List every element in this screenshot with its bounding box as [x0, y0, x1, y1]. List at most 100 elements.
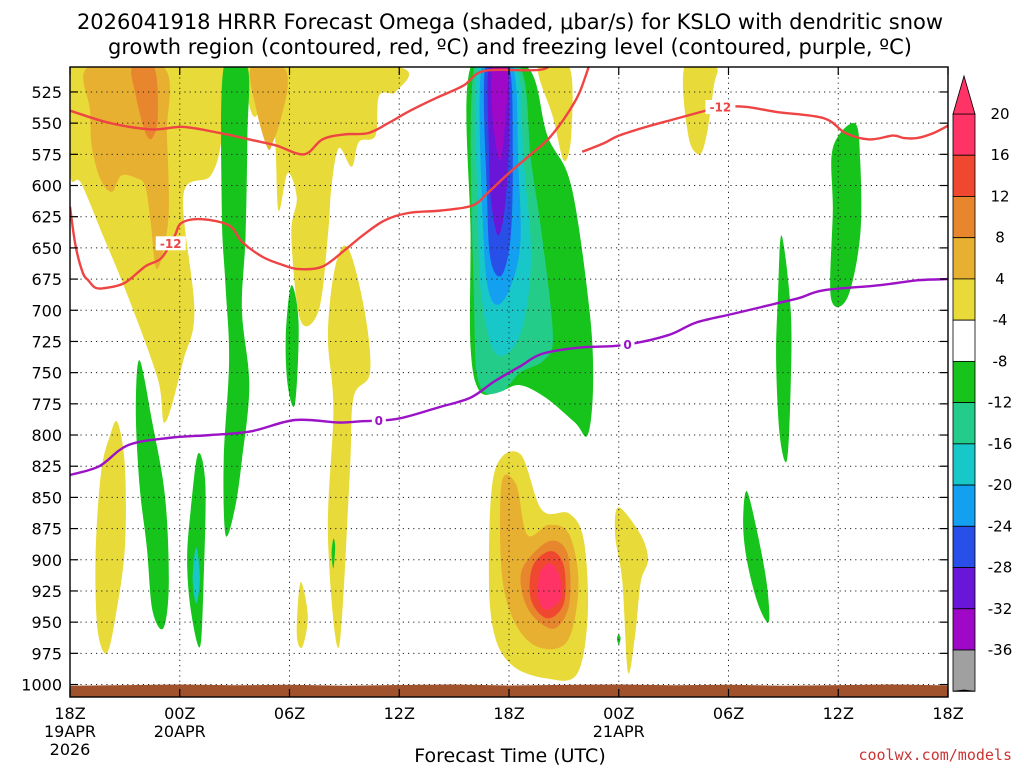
colorbar-label-9: -20 — [988, 476, 1013, 494]
x-tick-label-12: 06Z — [274, 704, 305, 723]
y-tick-label-800: 800 — [31, 426, 62, 445]
y-tick-label-850: 850 — [31, 488, 62, 507]
red-contour-1 — [581, 105, 948, 153]
colorbar-swatch-12 — [952, 608, 976, 651]
y-tick-label-650: 650 — [31, 239, 62, 258]
omega-region-green-small-a — [285, 285, 299, 407]
y-tick-label-675: 675 — [31, 270, 62, 289]
omega-region-yellow-low-small — [296, 581, 308, 649]
credit-text: coolwx.com/models — [858, 746, 1012, 764]
colorbar-swatch-9 — [952, 484, 976, 527]
x-tick-label-6: 00Z — [164, 704, 195, 723]
x-tick-label-24: 18Z — [493, 704, 524, 723]
colorbar-label-12: -32 — [988, 600, 1013, 618]
red-contour-label-1: -12 — [710, 100, 732, 114]
colorbar-swatch-11 — [952, 567, 976, 610]
omega-region-pink-bottom-core — [537, 563, 562, 610]
colorbar-swatch-10 — [952, 525, 976, 568]
y-tick-label-875: 875 — [31, 520, 62, 539]
x-tick-label-18: 12Z — [384, 704, 415, 723]
colorbar-swatch-3 — [952, 237, 976, 280]
temperature-contours: -12 -12 0 0 — [70, 67, 948, 477]
omega-region-yellow-left-low — [95, 421, 126, 654]
x-tick-sublabel-0-0: 19APR — [44, 722, 96, 741]
colorbar-label-5: -4 — [993, 311, 1008, 329]
title-line-2: growth region (contoured, red, ºC) and f… — [108, 35, 912, 59]
x-axis-title: Forecast Time (UTC) — [414, 745, 605, 767]
omega-region-green-right-a — [830, 122, 862, 308]
y-tick-label-625: 625 — [31, 208, 62, 227]
y-axis: 525 550 575 600 625 650 675 700 725 750 775 800 825 8… — [21, 83, 948, 695]
x-tick-label-0: 18Z — [54, 704, 85, 723]
purple-contour-label-0: 0 — [375, 414, 383, 428]
colorbar-label-1: 16 — [990, 146, 1009, 164]
x-tick-sublabel-0-1: 2026 — [50, 740, 91, 759]
omega-region-green-column-a — [221, 67, 250, 537]
colorbar-label-2: 12 — [990, 187, 1009, 205]
colorbar-swatch-2 — [952, 196, 976, 239]
colorbar: 20 16 12 8 4 -4 -8 -12 -16 -20 -24 -28 -32 -36 — [952, 74, 1013, 692]
omega-shading — [70, 67, 862, 681]
red-contour-label-0: -12 — [160, 237, 182, 251]
omega-region-yellow-right-top — [537, 67, 573, 162]
x-tick-label-48: 18Z — [932, 704, 963, 723]
colorbar-swatch-6 — [952, 360, 976, 404]
omega-region-yellow-low-right — [614, 507, 648, 674]
y-tick-label-950: 950 — [31, 613, 62, 632]
red-contour-label-bg-0 — [155, 236, 186, 251]
omega-region-green-small-dot — [331, 538, 336, 569]
purple-contour-label-bg-1 — [620, 337, 635, 352]
omega-region-orange-core — [131, 67, 158, 140]
colorbar-swatch-4 — [952, 278, 976, 321]
purple-contour-label-bg-0 — [371, 413, 386, 428]
y-tick-label-575: 575 — [31, 145, 62, 164]
colorbar-label-8: -16 — [988, 435, 1013, 453]
colorbar-swatch-8 — [952, 443, 976, 486]
y-tick-label-550: 550 — [31, 114, 62, 133]
gridlines — [70, 67, 948, 697]
colorbar-bottom-arrow — [952, 689, 976, 692]
title-line-1: 2026041918 HRRR Forecast Omega (shaded, … — [77, 10, 943, 34]
colorbar-top-arrow — [952, 74, 976, 115]
colorbar-swatch-7 — [952, 402, 976, 445]
colorbar-label-4: 4 — [995, 270, 1005, 288]
y-tick-label-525: 525 — [31, 83, 62, 102]
colorbar-label-6: -8 — [993, 352, 1008, 370]
y-tick-label-1000: 1000 — [21, 676, 62, 695]
omega-region-green-right-b — [776, 235, 792, 463]
colorbar-label-13: -36 — [988, 641, 1013, 659]
x-tick-sublabel-6-0: 20APR — [154, 722, 206, 741]
colorbar-swatch-1 — [952, 154, 976, 197]
colorbar-label-0: 20 — [990, 105, 1009, 123]
y-tick-label-600: 600 — [31, 177, 62, 196]
omega-region-orange-top-mid — [249, 67, 288, 150]
x-tick-label-30: 00Z — [603, 704, 634, 723]
y-tick-label-825: 825 — [31, 457, 62, 476]
omega-region-purple-column — [491, 67, 508, 161]
y-tick-label-925: 925 — [31, 582, 62, 601]
colorbar-swatch-5 — [952, 319, 976, 362]
y-tick-label-775: 775 — [31, 395, 62, 414]
x-tick-label-36: 06Z — [713, 704, 744, 723]
omega-region-green-right-c — [743, 491, 770, 623]
x-tick-sublabel-30-0: 21APR — [593, 722, 645, 741]
omega-region-green-low-left — [135, 360, 169, 630]
colorbar-swatch-13 — [952, 649, 976, 692]
colorbar-label-7: -12 — [988, 394, 1013, 412]
purple-contour-0 — [70, 277, 948, 477]
omega-region-yellow-mid-column — [327, 245, 371, 648]
red-contour-0 — [70, 67, 590, 290]
omega-region-yellow-right-top2 — [682, 67, 718, 155]
x-tick-label-42: 12Z — [823, 704, 854, 723]
colorbar-swatch-0 — [952, 113, 976, 156]
y-tick-label-975: 975 — [31, 644, 62, 663]
red-contour-label-bg-1 — [705, 99, 736, 114]
omega-region-teal-low-left2 — [192, 547, 200, 604]
y-tick-label-900: 900 — [31, 551, 62, 570]
colorbar-label-10: -24 — [988, 517, 1013, 535]
colorbar-label-3: 8 — [995, 229, 1005, 247]
y-tick-label-700: 700 — [31, 301, 62, 320]
y-tick-label-750: 750 — [31, 364, 62, 383]
